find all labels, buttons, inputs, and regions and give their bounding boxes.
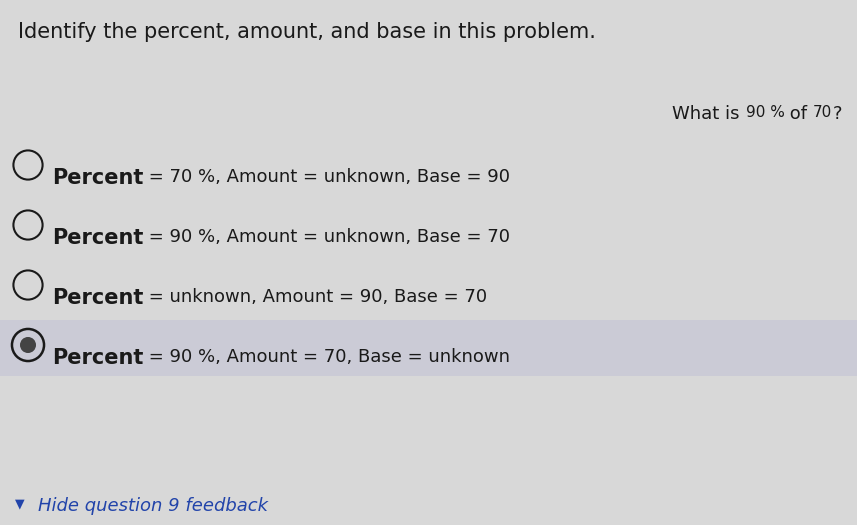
Text: = 90 %, Amount = 70, Base = unknown: = 90 %, Amount = 70, Base = unknown bbox=[143, 348, 511, 366]
Text: Percent: Percent bbox=[52, 348, 143, 368]
Text: = 90 %, Amount = unknown, Base = 70: = 90 %, Amount = unknown, Base = 70 bbox=[143, 228, 511, 246]
Text: ▼: ▼ bbox=[15, 497, 25, 510]
Text: ?: ? bbox=[832, 105, 842, 123]
Text: = unknown, Amount = 90, Base = 70: = unknown, Amount = 90, Base = 70 bbox=[143, 288, 488, 306]
Text: Hide question 9 feedback: Hide question 9 feedback bbox=[38, 497, 268, 515]
Text: Percent: Percent bbox=[52, 168, 143, 188]
Text: of: of bbox=[784, 105, 813, 123]
Text: Percent: Percent bbox=[52, 228, 143, 248]
Text: Percent: Percent bbox=[52, 288, 143, 308]
Text: = 70 %, Amount = unknown, Base = 90: = 70 %, Amount = unknown, Base = 90 bbox=[143, 168, 511, 186]
FancyBboxPatch shape bbox=[0, 320, 857, 376]
Text: 70: 70 bbox=[813, 105, 832, 120]
Text: 90 %: 90 % bbox=[746, 105, 784, 120]
Circle shape bbox=[20, 337, 36, 353]
Text: Identify the percent, amount, and base in this problem.: Identify the percent, amount, and base i… bbox=[18, 22, 596, 42]
Text: What is: What is bbox=[673, 105, 746, 123]
